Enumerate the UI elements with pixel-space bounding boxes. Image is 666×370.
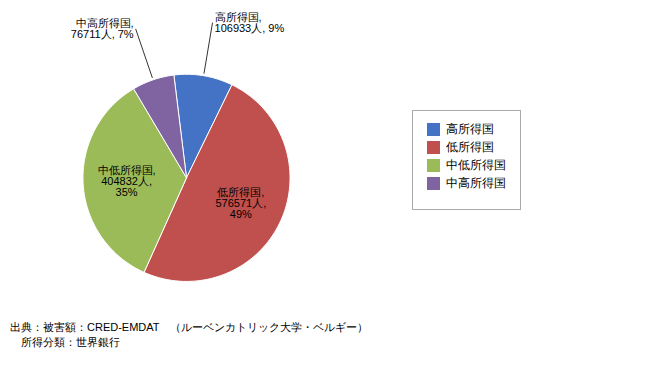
- svg-text:中高所得国,76711人, 7%: 中高所得国,76711人, 7%: [71, 17, 134, 40]
- html-text:出典：被害額：CRED-EMDAT （ルーベンカトリック大学: 出典：被害額：CRED-EMDAT （ルーベンカトリック大学・ベルギー）: [10, 321, 369, 333]
- html-text:低所得国: 低所得国: [446, 140, 494, 154]
- html-text:中低所得国: 中低所得国: [446, 158, 506, 172]
- html-text:高所得国: 高所得国: [446, 122, 494, 136]
- html-text:中高所得国: 中高所得国: [446, 176, 506, 190]
- svg-text:中低所得国,404832人,35%: 中低所得国,404832人,35%: [98, 164, 156, 198]
- html-text:所得分類：世界銀行: 所得分類：世界銀行: [10, 336, 120, 348]
- svg-text:高所得国,106933人, 9%: 高所得国,106933人, 9%: [215, 11, 285, 34]
- svg-text:低所得国,576571人,49%: 低所得国,576571人,49%: [215, 186, 266, 220]
